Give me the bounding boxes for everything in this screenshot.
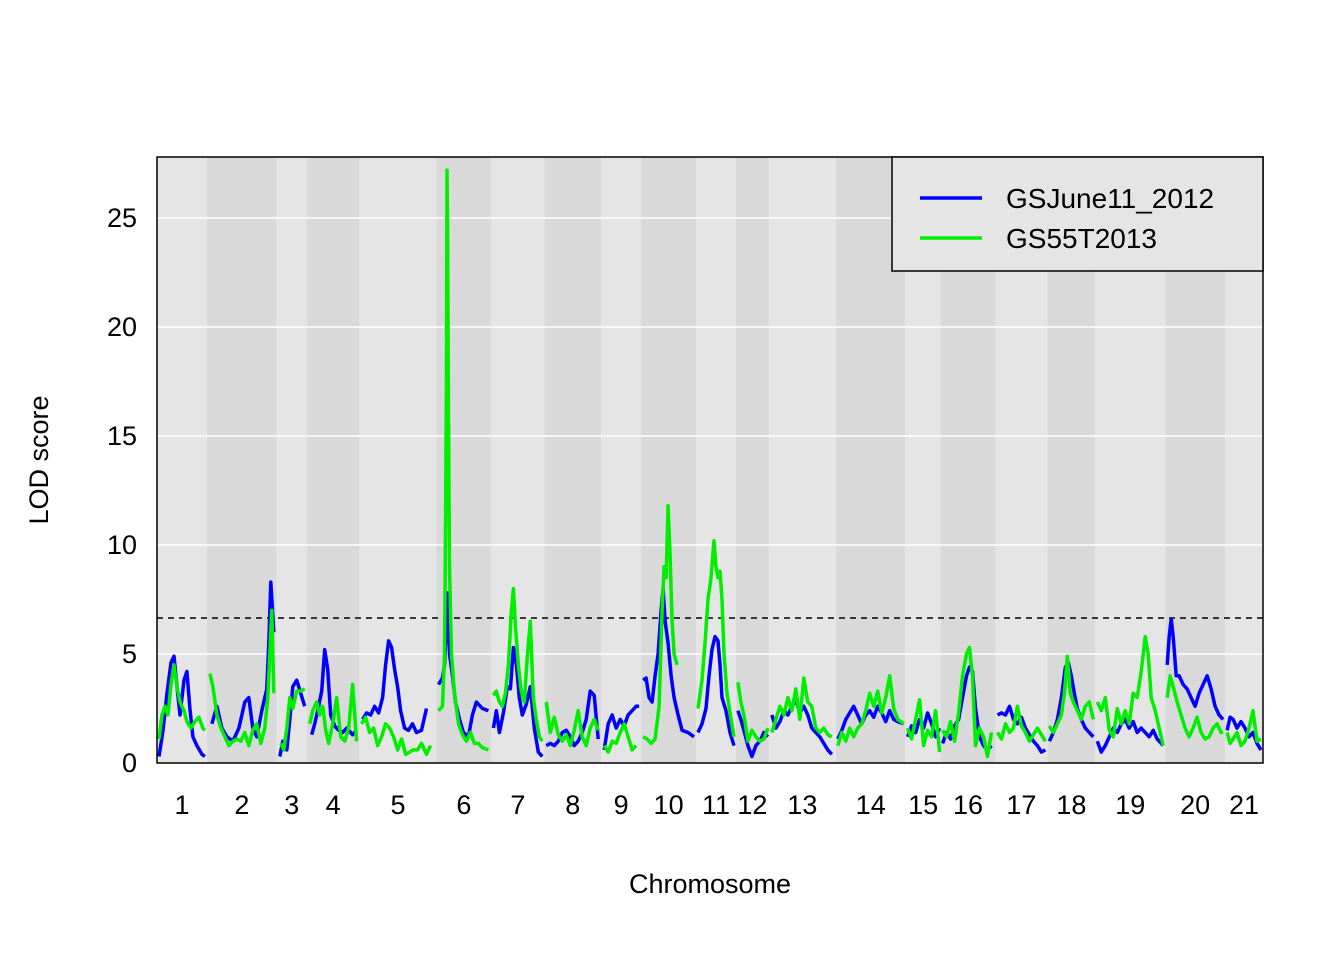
x-tick-label-chr17: 17: [1006, 790, 1036, 820]
series-2-segment-3: [279, 687, 306, 752]
x-tick-label-chr20: 20: [1180, 790, 1210, 820]
series-2-segment-5: [360, 715, 433, 757]
legend-label-2: GS55T2013: [1006, 223, 1157, 254]
x-tick-label-chr15: 15: [908, 790, 938, 820]
series-2-segment-9: [602, 722, 638, 754]
series-2-segment-14: [836, 674, 905, 747]
series-2-segment-2: [208, 608, 276, 748]
y-tick-label-10: 10: [107, 530, 137, 560]
chromosome-band-1: [157, 157, 207, 763]
series-1-segment-7: [491, 645, 544, 758]
x-tick-label-chr9: 9: [614, 790, 629, 820]
chromosome-band-5: [359, 157, 437, 763]
series-2-segment-20: [1165, 674, 1224, 741]
series-1-segment-19: [1095, 717, 1165, 754]
x-tick-label-chr10: 10: [654, 790, 684, 820]
series-2-segment-13: [770, 676, 833, 739]
y-tick-label-25: 25: [107, 203, 137, 233]
series-1-segment-9: [602, 704, 640, 751]
series-1-segment-12: [736, 710, 770, 759]
series-2-segment-17: [996, 704, 1047, 743]
x-tick-label-chr2: 2: [234, 790, 249, 820]
chromosome-band-10: [641, 157, 697, 763]
chromosome-band-8: [544, 157, 602, 763]
series-2-segment-11: [696, 538, 736, 738]
series-2-segment-1: [157, 663, 207, 740]
x-tick-label-chr7: 7: [510, 790, 525, 820]
chromosome-band-3: [276, 157, 307, 763]
series-lines: [157, 168, 1263, 759]
y-axis-label: LOD score: [24, 395, 54, 524]
series-2-segment-7: [491, 586, 544, 743]
series-2-segment-10: [642, 504, 679, 746]
series-2-segment-6: [437, 168, 490, 752]
series-2-segment-16: [941, 645, 994, 759]
y-tick-label-5: 5: [122, 639, 137, 669]
y-tick-label-15: 15: [107, 421, 137, 451]
series-1-segment-1: [157, 654, 206, 758]
series-2-segment-8: [544, 701, 600, 748]
chromosome-band-4: [306, 157, 360, 763]
y-axis-ticks: 0 5 10 15 20 25: [107, 203, 137, 778]
x-tick-label-chr21: 21: [1229, 790, 1259, 820]
chromosome-band-2: [206, 157, 277, 763]
series-2-segment-4: [307, 682, 359, 746]
x-tick-label-chr6: 6: [456, 790, 471, 820]
series-2-segment-12: [736, 682, 770, 743]
x-axis-label: Chromosome: [629, 869, 791, 899]
chromosome-band-13: [768, 157, 836, 763]
x-tick-label-chr8: 8: [565, 790, 580, 820]
series-1-segment-16: [940, 665, 993, 752]
x-axis-ticks: 1 2 3 4 5 6 7 8 9 10 11 12 13 14 15 16 17 18 19 20 21: [174, 790, 1259, 820]
legend-box: [891, 156, 1264, 272]
series-2-segment-15: [905, 698, 942, 753]
x-tick-label-chr19: 19: [1115, 790, 1145, 820]
series-1-segment-11: [696, 634, 736, 747]
legend: GSJune11_2012 GS55T2013: [891, 156, 1264, 272]
series-1-segment-5: [361, 639, 429, 735]
series-1-segment-20: [1165, 617, 1225, 721]
x-tick-label-chr18: 18: [1056, 790, 1086, 820]
series-2-segment-18: [1047, 654, 1096, 735]
x-tick-label-chr1: 1: [174, 790, 189, 820]
y-tick-label-20: 20: [107, 312, 137, 342]
chromosome-band-12: [735, 157, 769, 763]
x-tick-label-chr12: 12: [737, 790, 767, 820]
x-tick-label-chr16: 16: [953, 790, 983, 820]
chromosome-band-9: [601, 157, 642, 763]
x-tick-label-chr11: 11: [702, 790, 730, 820]
y-tick-label-0: 0: [122, 748, 137, 778]
x-tick-label-chr14: 14: [856, 790, 886, 820]
plot-frame: [156, 156, 1264, 764]
series-1-segment-14: [836, 704, 905, 740]
series-2-segment-19: [1095, 634, 1165, 746]
x-tick-label-chr5: 5: [391, 790, 406, 820]
x-tick-label-chr4: 4: [326, 790, 341, 820]
x-tick-label-chr13: 13: [787, 790, 817, 820]
x-tick-label-chr3: 3: [284, 790, 299, 820]
legend-label-1: GSJune11_2012: [1006, 183, 1214, 214]
series-2-segment-21: [1225, 708, 1262, 748]
series-1-segment-18: [1047, 660, 1095, 742]
